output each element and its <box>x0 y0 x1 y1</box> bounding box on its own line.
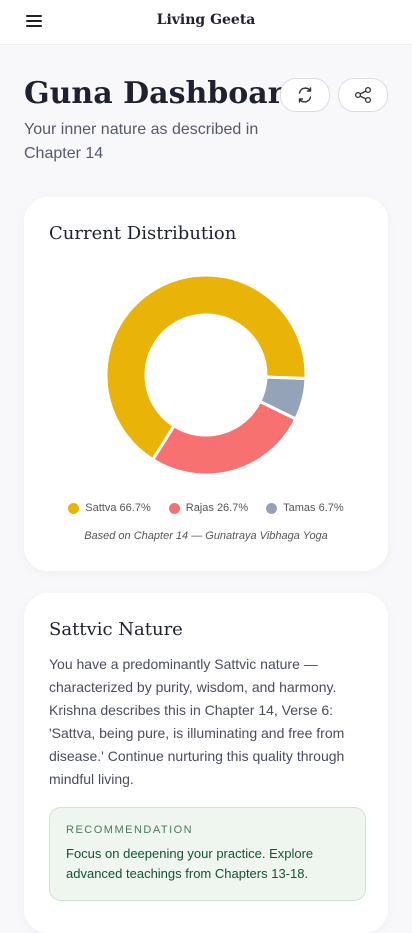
donut-segment <box>257 375 308 421</box>
nature-title: Sattvic Nature <box>49 619 183 640</box>
legend-item: Sattva 66.7% <box>68 502 151 514</box>
menu-button[interactable] <box>26 14 42 28</box>
legend-text: Tamas 6.7% <box>283 502 344 514</box>
legend-text: Sattva 66.7% <box>85 502 150 514</box>
legend-label: Rajas <box>185 502 214 514</box>
legend-text: Rajas 26.7% <box>186 502 248 514</box>
legend-label: Tamas <box>283 502 316 514</box>
page-subtitle: Your inner nature as described in Chapte… <box>24 121 259 162</box>
recommendation-text: Focus on deepening your practice. Explor… <box>66 846 314 881</box>
donut-segment <box>150 399 298 477</box>
legend-item: Tamas 6.7% <box>266 502 344 514</box>
legend: Sattva 66.7% Rajas 26.7% Tamas 6.7% <box>24 502 388 514</box>
nature-text: You have a predominantly Sattvic nature … <box>49 656 345 787</box>
legend-item: Rajas 26.7% <box>168 502 248 514</box>
chart-title: Current Distribution <box>49 223 237 244</box>
refresh-button[interactable] <box>280 78 330 112</box>
legend-swatch <box>68 502 80 514</box>
legend-value: 26.7% <box>216 502 249 514</box>
nature-card: Sattvic Nature You have a predominantly … <box>24 593 388 933</box>
legend-swatch <box>266 502 278 514</box>
header: Living Geeta <box>0 0 412 45</box>
recommendation-label: RECOMMENDATION <box>66 824 194 836</box>
share-button[interactable] <box>338 78 388 112</box>
distribution-card: Current Distribution Sattva 66.7% Rajas 2… <box>24 197 388 571</box>
donut-chart <box>104 273 308 477</box>
chart-caption: Based on Chapter 14 — Gunatraya Vibhaga … <box>84 530 328 542</box>
recommendation: RECOMMENDATION Focus on deepening your p… <box>49 807 366 901</box>
page-title: Guna Dashboard <box>24 76 305 111</box>
legend-value: 66.7% <box>119 502 151 514</box>
donut-segment <box>104 273 308 462</box>
legend-value: 6.7% <box>318 502 344 514</box>
app-title: Living Geeta <box>156 12 256 28</box>
legend-swatch <box>168 502 180 514</box>
legend-label: Sattva <box>85 502 117 514</box>
